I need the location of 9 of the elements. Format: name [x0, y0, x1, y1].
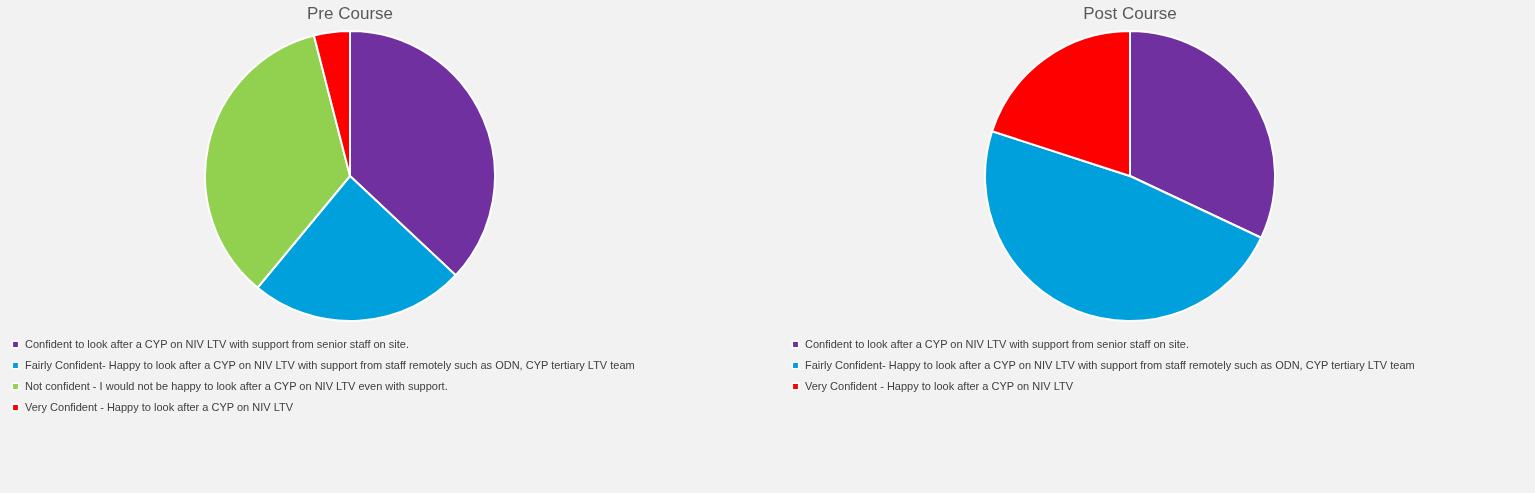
legend-label: Fairly Confident- Happy to look after a CYP on NIV LTV with support from staff remotely such as ODN, CYP tertiary LTV team: [25, 358, 635, 371]
legend-label: Confident to look after a CYP on NIV LTV with support from senior staff on site.: [805, 337, 1189, 350]
chart-title: Post Course: [1083, 4, 1177, 23]
legend-label: Very Confident - Happy to look after a CYP on NIV LTV: [805, 379, 1074, 392]
legend-label: Very Confident - Happy to look after a CYP on NIV LTV: [25, 400, 294, 413]
legend-label: Confident to look after a CYP on NIV LTV with support from senior staff on site.: [25, 337, 409, 350]
legend-label: Fairly Confident- Happy to look after a CYP on NIV LTV with support from staff remotely such as ODN, CYP tertiary LTV team: [805, 358, 1415, 371]
legend-label: Not confident - I would not be happy to look after a CYP on NIV LTV even with support.: [25, 379, 448, 392]
chart-title: Pre Course: [307, 4, 393, 23]
